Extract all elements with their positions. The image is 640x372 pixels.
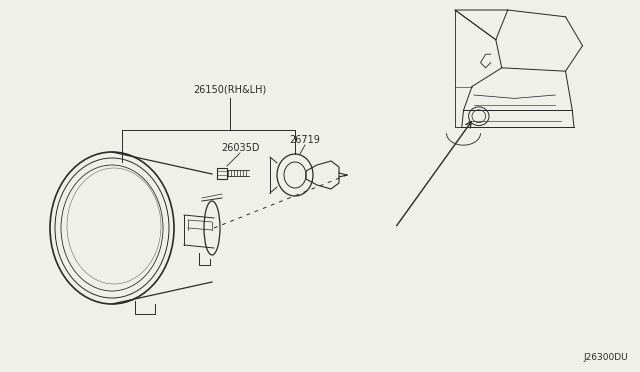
Text: 26150(RH&LH): 26150(RH&LH) (193, 85, 267, 95)
Text: J26300DU: J26300DU (584, 353, 628, 362)
Text: 26719: 26719 (289, 135, 321, 145)
Bar (217, 168, 227, 179)
Text: 26035D: 26035D (221, 143, 259, 153)
